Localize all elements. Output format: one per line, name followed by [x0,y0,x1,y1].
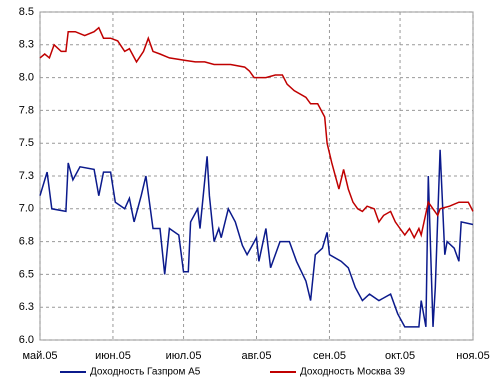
y-tick-label: 7.0 [19,203,34,215]
y-tick-label: 8.0 [19,72,34,84]
series-line [39,149,474,328]
x-tick-label: ноя.05 [456,350,489,362]
x-tick-label: сен.05 [313,350,346,362]
x-tick-label: июн.05 [95,350,131,362]
x-tick-label: июл.05 [166,350,202,362]
legend-label: Доходность Газпром А5 [90,367,201,378]
y-tick-label: 6.3 [19,301,34,313]
legend-label: Доходность Москва 39 [300,367,406,378]
x-tick-label: окт.05 [385,350,415,362]
x-tick-label: май.05 [22,350,57,362]
y-tick-label: 7.8 [19,104,34,116]
series-line [39,26,474,240]
y-tick-label: 8.3 [19,39,34,51]
y-tick-label: 7.5 [19,137,34,149]
y-tick-label: 6.0 [19,334,34,346]
y-tick-label: 6.8 [19,236,34,248]
y-tick-label: 7.3 [19,170,34,182]
x-tick-label: авг.05 [242,350,272,362]
legend: Доходность Газпром А5 Доходность Москва 3… [60,367,406,378]
y-tick-label: 8.5 [19,6,34,18]
y-tick-label: 6.5 [19,268,34,280]
